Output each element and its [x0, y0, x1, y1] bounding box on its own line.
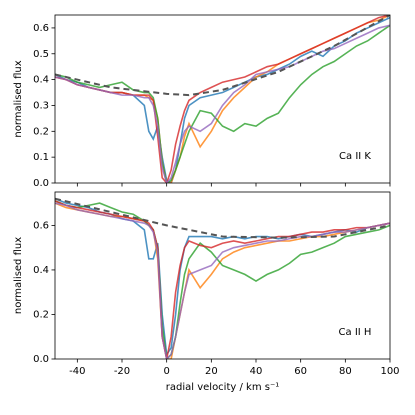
x-tick-label: 60 [294, 366, 307, 377]
spectrum-line [55, 24, 390, 183]
continuum-line [55, 15, 390, 97]
y-tick-label: 0.1 [33, 152, 49, 163]
x-axis-label: radial velocity / km s⁻¹ [166, 382, 279, 393]
y-axis-label: normalised flux [13, 237, 24, 314]
spectrum-line [55, 200, 390, 359]
axes-frame [54, 191, 391, 360]
y-tick-label: 0.6 [33, 23, 49, 34]
y-tick-label: 0.4 [33, 265, 49, 276]
y-tick-label: 0.2 [33, 126, 49, 137]
x-tick-label: 80 [339, 366, 352, 377]
y-tick-label: 0.3 [33, 100, 49, 111]
spectrum-line [55, 200, 390, 359]
y-tick-label: 0.5 [33, 49, 49, 60]
x-tick-label: 100 [380, 366, 399, 377]
x-tick-label: -20 [114, 366, 130, 377]
y-axis-label: normalised flux [13, 60, 24, 137]
axes-frame [54, 14, 391, 184]
x-tick-label: 40 [250, 366, 263, 377]
annotation: Ca II K [339, 151, 371, 162]
spectrum-line [55, 15, 390, 183]
x-tick-label: 20 [205, 366, 218, 377]
y-tick-label: 0.6 [33, 220, 49, 231]
spectrum-line [55, 24, 390, 183]
annotation: Ca II H [339, 327, 372, 338]
y-tick-label: 0.0 [33, 178, 49, 189]
continuum-line [55, 197, 390, 239]
x-tick-label: -40 [69, 366, 85, 377]
y-tick-label: 0.4 [33, 75, 49, 86]
spectrum-line [55, 202, 390, 359]
y-tick-label: 0.2 [33, 309, 49, 320]
y-tick-label: 0.0 [33, 354, 49, 365]
x-tick-label: 0 [163, 366, 169, 377]
